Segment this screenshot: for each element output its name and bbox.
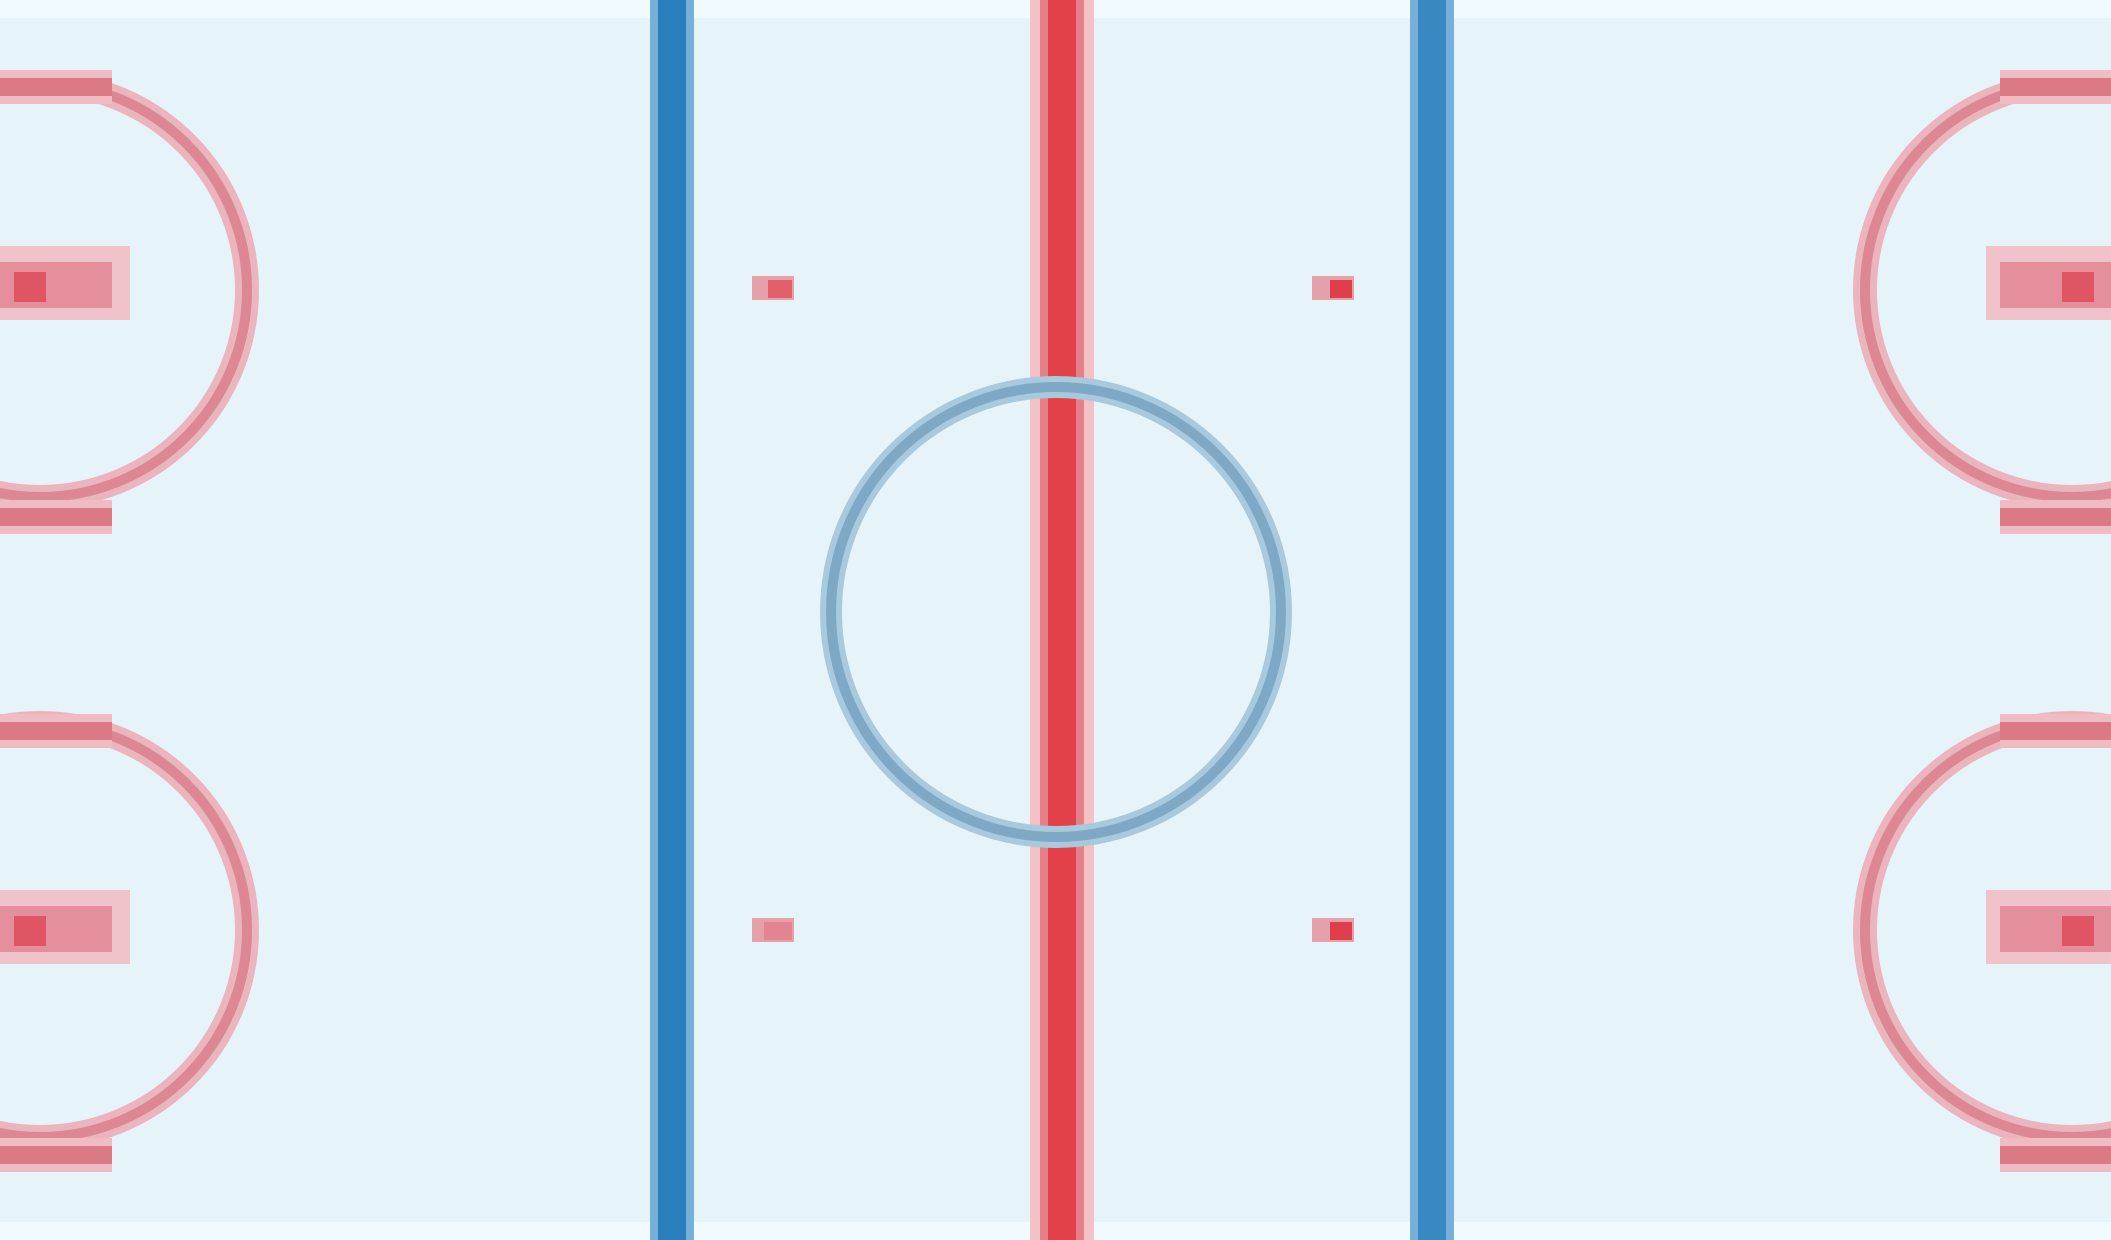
right-bottom-faceoff-circle [1853,711,2111,1172]
center-faceoff-circle-inner [826,382,1286,842]
center-red-line [1030,0,1094,1240]
left-top-faceoff-circle [0,70,259,534]
right-blue-line [1410,0,1454,1240]
neutral-zone-dots [752,276,1354,942]
right-top-faceoff-circle [1853,70,2111,534]
left-bottom-faceoff-circle [0,711,259,1172]
left-blue-line [650,0,694,1240]
